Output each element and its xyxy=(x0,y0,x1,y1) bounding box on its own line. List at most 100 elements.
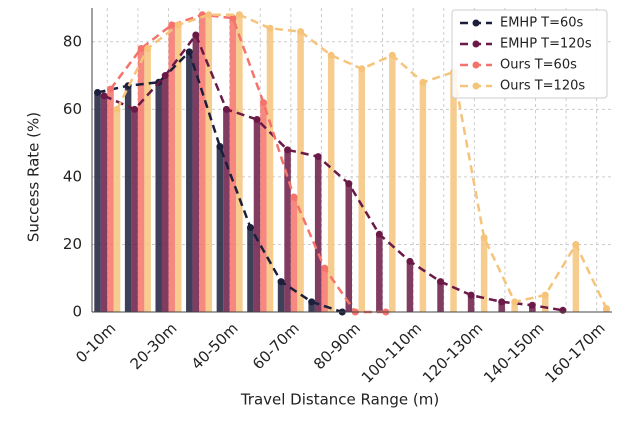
bar xyxy=(113,109,121,312)
bar xyxy=(216,146,224,312)
legend-label: Ours T=120s xyxy=(500,79,585,94)
point xyxy=(559,306,567,314)
bar xyxy=(419,82,427,312)
x-tick-label: 160-170m xyxy=(541,319,608,386)
point xyxy=(419,78,427,86)
bar xyxy=(376,234,383,312)
bar xyxy=(137,48,145,313)
bar xyxy=(229,18,237,313)
bar xyxy=(542,295,549,312)
point xyxy=(131,105,139,113)
legend-box xyxy=(451,9,608,99)
bar xyxy=(144,48,151,313)
point xyxy=(437,278,445,286)
point xyxy=(137,45,145,53)
x-tick-label: 100-110m xyxy=(358,319,425,386)
y-tick-label: 20 xyxy=(63,235,82,253)
point xyxy=(321,264,329,272)
bar xyxy=(467,295,475,312)
legend-label: EMHP T=60s xyxy=(500,16,584,31)
point xyxy=(246,224,254,232)
bar xyxy=(260,102,267,312)
bar xyxy=(199,14,206,313)
point xyxy=(222,105,230,113)
point xyxy=(100,92,108,100)
point xyxy=(528,301,536,309)
bar xyxy=(389,55,396,313)
y-axis-label: Success Rate (%) xyxy=(25,112,43,242)
bar xyxy=(253,119,261,312)
series-line xyxy=(109,13,386,314)
point xyxy=(572,240,580,248)
bar xyxy=(107,89,114,312)
bar xyxy=(290,197,298,312)
x-tick-label: 80-90m xyxy=(310,319,364,373)
bar xyxy=(511,301,518,312)
point xyxy=(94,88,102,96)
legend-marker xyxy=(472,61,480,69)
legend-label: Ours T=60s xyxy=(500,58,577,73)
bar xyxy=(450,72,457,312)
point xyxy=(290,193,298,201)
point xyxy=(314,153,322,161)
point xyxy=(284,146,292,154)
x-tick-label: 120-130m xyxy=(419,319,486,386)
bar xyxy=(192,35,200,313)
point xyxy=(229,14,237,22)
bar xyxy=(498,301,505,312)
bar xyxy=(168,24,175,313)
bar xyxy=(131,109,138,312)
y-tick-label: 60 xyxy=(63,100,82,118)
point xyxy=(277,278,285,286)
bar xyxy=(186,51,193,313)
point xyxy=(113,105,121,113)
legend-marker xyxy=(472,19,480,27)
x-tick-label: 60-70m xyxy=(249,319,303,373)
point xyxy=(259,99,267,107)
point xyxy=(358,65,366,73)
x-tick-label: 140-150m xyxy=(480,319,547,386)
point xyxy=(266,24,274,32)
y-tick-label: 80 xyxy=(63,32,82,50)
point xyxy=(375,230,383,238)
bar xyxy=(266,28,274,313)
point xyxy=(168,21,176,29)
point xyxy=(467,291,475,299)
bar xyxy=(572,244,580,312)
point xyxy=(216,142,224,150)
point xyxy=(308,298,316,306)
legend-marker xyxy=(472,40,480,48)
x-axis-label: Travel Distance Range (m) xyxy=(240,391,439,409)
bar xyxy=(358,68,365,312)
point xyxy=(511,298,519,306)
bar xyxy=(314,156,322,312)
bar xyxy=(94,92,101,312)
x-tick-label: 40-50m xyxy=(188,319,242,373)
point xyxy=(192,31,200,39)
point xyxy=(144,45,152,53)
bar xyxy=(480,237,488,312)
bar xyxy=(155,82,162,312)
x-tick-label: 0-10m xyxy=(72,319,119,366)
y-tick-label: 0 xyxy=(72,303,82,321)
point xyxy=(174,21,182,29)
bar xyxy=(174,24,182,313)
point xyxy=(205,11,213,19)
point xyxy=(406,257,414,265)
bar xyxy=(236,14,243,313)
bar xyxy=(124,85,132,312)
bar xyxy=(161,75,169,312)
legend-label: EMHP T=120s xyxy=(500,37,592,52)
y-tick-label: 40 xyxy=(63,167,82,185)
bar xyxy=(205,14,213,313)
point xyxy=(345,180,353,188)
bar xyxy=(406,261,414,312)
point xyxy=(388,51,396,59)
point xyxy=(602,305,610,313)
point xyxy=(235,11,243,19)
point xyxy=(297,28,305,36)
bar xyxy=(321,268,328,312)
series-line xyxy=(103,32,564,312)
bar xyxy=(345,183,352,312)
